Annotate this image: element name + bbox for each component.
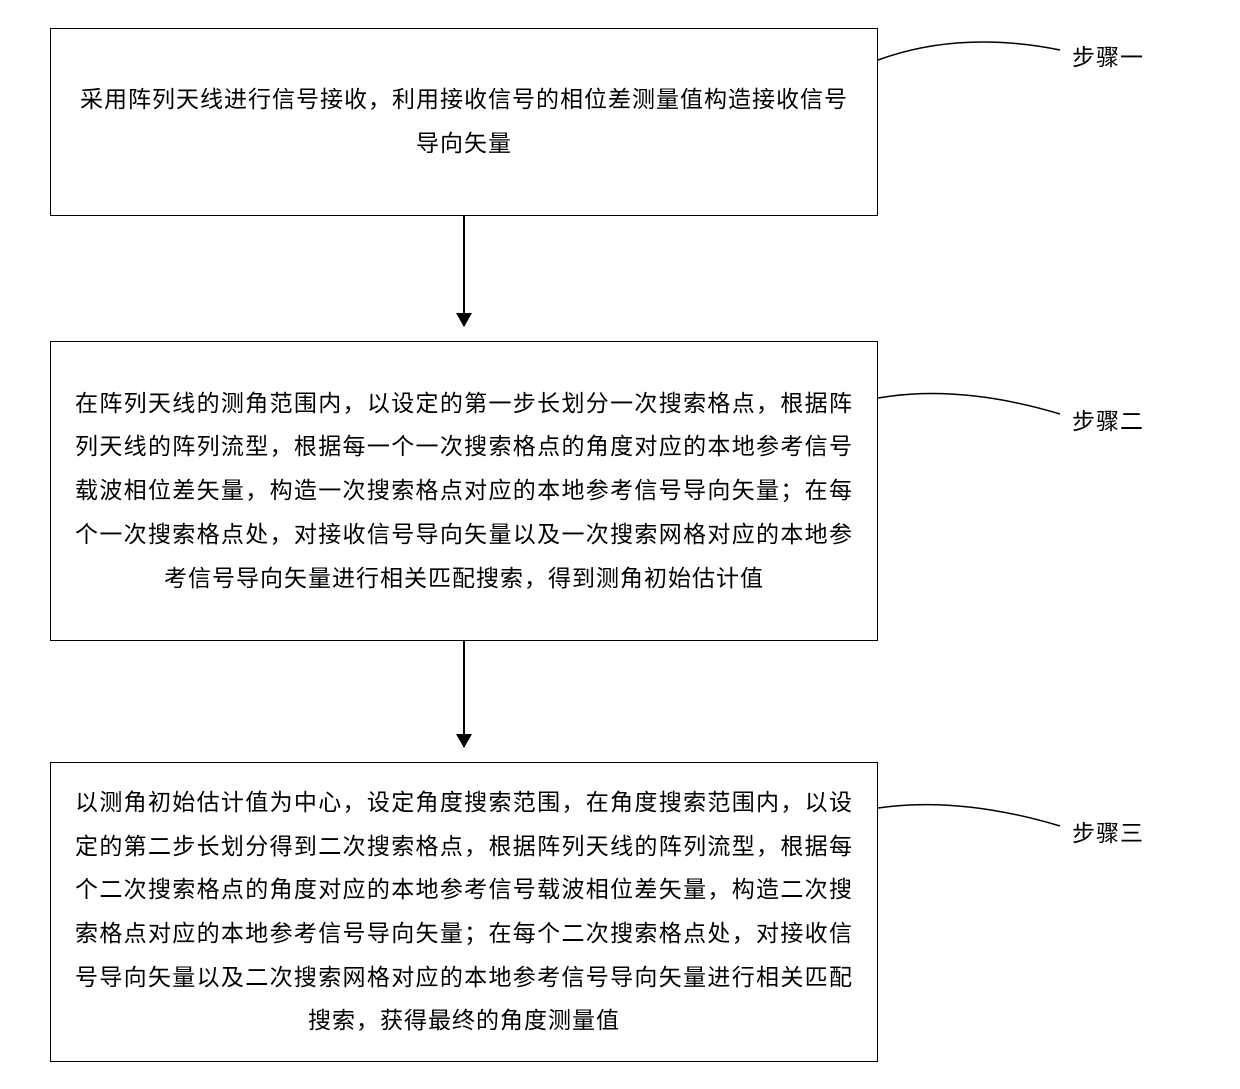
- arrow-2-to-3: [463, 641, 465, 747]
- arrow-1-to-2: [463, 216, 465, 326]
- flowchart-canvas: 采用阵列天线进行信号接收，利用接收信号的相位差测量值构造接收信号导向矢量 在阵列…: [0, 0, 1240, 1089]
- step-box-3: 以测角初始估计值为中心，设定角度搜索范围，在角度搜索范围内，以设定的第二步长划分…: [50, 762, 878, 1062]
- step-text-2: 在阵列天线的测角范围内，以设定的第一步长划分一次搜索格点，根据阵列天线的阵列流型…: [75, 382, 853, 600]
- step-label-2: 步骤二: [1072, 402, 1144, 436]
- step-text-1: 采用阵列天线进行信号接收，利用接收信号的相位差测量值构造接收信号导向矢量: [75, 78, 853, 165]
- step-label-3: 步骤三: [1072, 814, 1144, 848]
- step-box-1: 采用阵列天线进行信号接收，利用接收信号的相位差测量值构造接收信号导向矢量: [50, 28, 878, 216]
- step-box-2: 在阵列天线的测角范围内，以设定的第一步长划分一次搜索格点，根据阵列天线的阵列流型…: [50, 341, 878, 641]
- step-label-1: 步骤一: [1072, 38, 1144, 72]
- step-text-3: 以测角初始估计值为中心，设定角度搜索范围，在角度搜索范围内，以设定的第二步长划分…: [75, 781, 853, 1043]
